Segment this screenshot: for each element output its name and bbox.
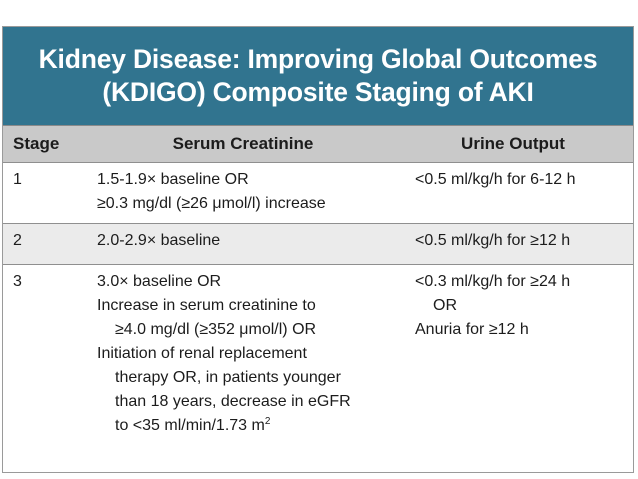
title-line-2: (KDIGO) Composite Staging of AKI: [102, 77, 534, 107]
creatinine-cell: 1.5-1.9× baseline OR ≥0.3 mg/dl (≥26 μmo…: [87, 163, 413, 223]
stage-cell: 1: [13, 171, 22, 188]
creatinine-line: ≥4.0 mg/dl (≥352 μmol/l) OR: [115, 321, 317, 338]
creatinine-line: than 18 years, decrease in eGFR: [115, 393, 351, 410]
creatinine-line: 3.0× baseline OR: [97, 273, 222, 290]
urine-cell: <0.5 ml/kg/h for ≥12 h: [413, 224, 633, 264]
creatinine-line: to <35 ml/min/1.73 m2: [97, 414, 413, 438]
superscript-2: 2: [264, 416, 271, 427]
urine-line: Anuria for ≥12 h: [415, 321, 529, 338]
creatinine-line: ≥0.3 mg/dl (≥26 μmol/l) increase: [97, 195, 326, 212]
title-line-1: Kidney Disease: Improving Global Outcome…: [38, 44, 598, 74]
header-stage: Stage: [13, 134, 60, 153]
urine-cell: <0.3 ml/kg/h for ≥24 h OR Anuria for ≥12…: [413, 265, 633, 472]
table-title: Kidney Disease: Improving Global Outcome…: [3, 27, 633, 125]
table-row: 2 2.0-2.9× baseline <0.5 ml/kg/h for ≥12…: [3, 223, 633, 264]
creatinine-line: Initiation of renal replacement: [97, 345, 307, 362]
table-row: 1 1.5-1.9× baseline OR ≥0.3 mg/dl (≥26 μ…: [3, 162, 633, 223]
header-serum-creatinine: Serum Creatinine: [172, 134, 314, 153]
stage-cell: 3: [13, 273, 22, 290]
header-urine-output: Urine Output: [461, 134, 565, 153]
creatinine-cell: 3.0× baseline OR Increase in serum creat…: [87, 265, 413, 472]
kdigo-table: Kidney Disease: Improving Global Outcome…: [2, 26, 634, 473]
stage-cell: 2: [13, 232, 22, 249]
creatinine-line: therapy OR, in patients younger: [115, 369, 341, 386]
urine-cell: <0.5 ml/kg/h for 6-12 h: [413, 163, 633, 223]
table-header-row: Stage Serum Creatinine Urine Output: [3, 125, 633, 162]
creatinine-cell: 2.0-2.9× baseline: [87, 224, 413, 264]
table-row: 3 3.0× baseline OR Increase in serum cre…: [3, 264, 633, 472]
creatinine-line: Increase in serum creatinine to: [97, 297, 316, 314]
creatinine-text: to <35 ml/min/1.73 m: [115, 417, 265, 434]
urine-line: OR: [433, 297, 457, 314]
creatinine-line: 2.0-2.9× baseline: [97, 232, 221, 249]
creatinine-line: 1.5-1.9× baseline OR: [97, 171, 249, 188]
urine-line: <0.5 ml/kg/h for ≥12 h: [415, 232, 571, 249]
urine-line: <0.3 ml/kg/h for ≥24 h: [415, 273, 571, 290]
urine-line: <0.5 ml/kg/h for 6-12 h: [415, 171, 576, 188]
